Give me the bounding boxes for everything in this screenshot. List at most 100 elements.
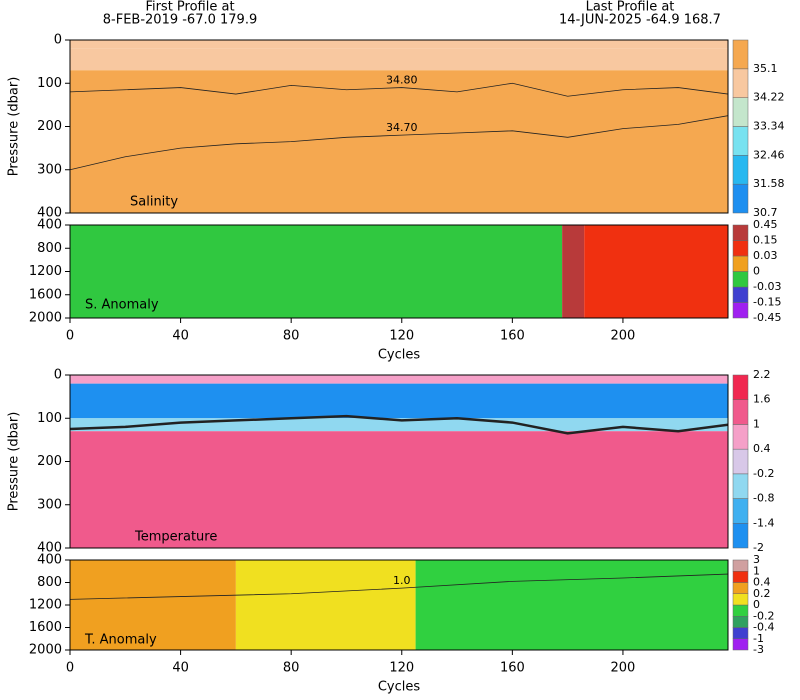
cycle-band: [235, 560, 416, 650]
y-tick-label: 200: [37, 454, 62, 469]
depth-band: [70, 48, 728, 71]
colorbar-segment: [732, 68, 749, 98]
x-tick-label: 80: [283, 661, 300, 676]
depth-band: [70, 431, 728, 548]
first-label: First Profile at: [145, 0, 234, 15]
last-value: 14-JUN-2025 -64.9 168.7: [559, 13, 721, 28]
colorbar-label: 1: [753, 417, 760, 430]
colorbar-label: 2.2: [753, 368, 771, 381]
panel-title: Salinity: [130, 195, 178, 210]
depth-band: [70, 383, 728, 419]
y-tick-label: 0: [54, 33, 62, 48]
x-tick-label: 160: [500, 661, 525, 676]
colorbar-label: -2: [753, 541, 764, 554]
colorbar-label: 0.4: [753, 442, 771, 455]
colorbar-label: -1.4: [753, 516, 774, 529]
colorbar-segment: [732, 616, 749, 628]
colorbar-segment: [732, 374, 749, 400]
y-tick-label: 200: [37, 119, 62, 134]
depth-band: [70, 375, 728, 384]
colorbar-segment: [732, 271, 749, 288]
contour: [70, 82, 728, 97]
colorbar-segment: [732, 183, 749, 214]
colorbar-label: 0.03: [753, 249, 778, 262]
y-axis-label: Pressure (dbar): [7, 77, 22, 177]
contour: [70, 115, 728, 171]
y-tick-label: 100: [37, 76, 62, 91]
y-tick-label: 400: [37, 541, 62, 556]
colorbar-segment: [732, 155, 749, 185]
x-tick-label: 40: [172, 329, 189, 344]
colorbar-segment: [732, 638, 749, 651]
x-tick-label: 40: [172, 661, 189, 676]
depth-band: [70, 70, 728, 213]
colorbar-label: -1: [753, 632, 764, 645]
depth-band: [70, 40, 728, 49]
colorbar-segment: [732, 473, 749, 499]
colorbar-label: 31.58: [753, 177, 785, 190]
x-tick-label: 120: [389, 329, 414, 344]
panel-title: T. Anomaly: [84, 633, 157, 648]
contour-label: 1.0: [393, 574, 411, 587]
colorbar-segment: [732, 255, 749, 272]
panel-title: Temperature: [134, 530, 217, 545]
colorbar-label: -0.2: [753, 609, 774, 622]
colorbar-segment: [732, 448, 749, 475]
colorbar-segment: [732, 627, 749, 639]
colorbar-segment: [732, 523, 749, 549]
y-tick-label: 1600: [29, 287, 62, 302]
panel-title: S. Anomaly: [85, 298, 159, 313]
colorbar-label: 35.1: [753, 62, 778, 75]
contour: [70, 573, 728, 600]
colorbar-label: 1.6: [753, 393, 771, 406]
contour-label: 34.80: [386, 74, 418, 87]
colorbar-segment: [732, 286, 749, 303]
y-tick-label: 400: [37, 206, 62, 221]
colorbar-segment: [732, 39, 749, 70]
colorbar-label: 0.15: [753, 234, 778, 247]
colorbar-label: 0.4: [753, 576, 771, 589]
y-tick-label: 0: [54, 368, 62, 383]
colorbar-segment: [732, 302, 749, 319]
colorbar-label: 32.46: [753, 148, 785, 161]
x-tick-label: 160: [500, 329, 525, 344]
colorbar-segment: [732, 498, 749, 524]
colorbar-label: -0.8: [753, 492, 774, 505]
x-tick-label: 0: [66, 329, 74, 344]
colorbar-segment: [732, 240, 749, 257]
colorbar-label: 33.34: [753, 120, 785, 133]
x-tick-label: 200: [611, 329, 636, 344]
y-tick-label: 800: [37, 241, 62, 256]
colorbar-label: -0.2: [753, 467, 774, 480]
x-tick-label: 120: [389, 661, 414, 676]
colorbar-label: -0.4: [753, 621, 774, 634]
x-tick-label: 80: [283, 329, 300, 344]
colorbar-segment: [732, 424, 749, 450]
colorbar-segment: [732, 126, 749, 156]
colorbar-segment: [732, 224, 749, 241]
plot-area: [70, 225, 728, 318]
y-tick-label: 400: [37, 553, 62, 568]
x-tick-label: 200: [611, 661, 636, 676]
y-tick-label: 300: [37, 497, 62, 512]
y-tick-label: 1600: [29, 620, 62, 635]
plot-area: [70, 375, 728, 548]
colorbar-label: 0: [753, 265, 760, 278]
y-tick-label: 1200: [29, 264, 62, 279]
colorbar-segment: [732, 571, 749, 583]
x-tick-label: 0: [66, 661, 74, 676]
y-tick-label: 2000: [29, 311, 62, 326]
colorbar-label: 3: [753, 553, 760, 566]
y-axis-label: Pressure (dbar): [7, 412, 22, 512]
y-tick-label: 300: [37, 162, 62, 177]
cycle-band: [70, 225, 563, 318]
colorbar-label: 1: [753, 564, 760, 577]
colorbar-label: -0.03: [753, 280, 781, 293]
colorbar-segment: [732, 593, 749, 606]
colorbar-label: -0.15: [753, 296, 781, 309]
cycle-band: [70, 560, 236, 650]
contour-label: 34.70: [386, 121, 418, 134]
y-tick-label: 800: [37, 575, 62, 590]
colorbar-label: -0.45: [753, 311, 781, 324]
